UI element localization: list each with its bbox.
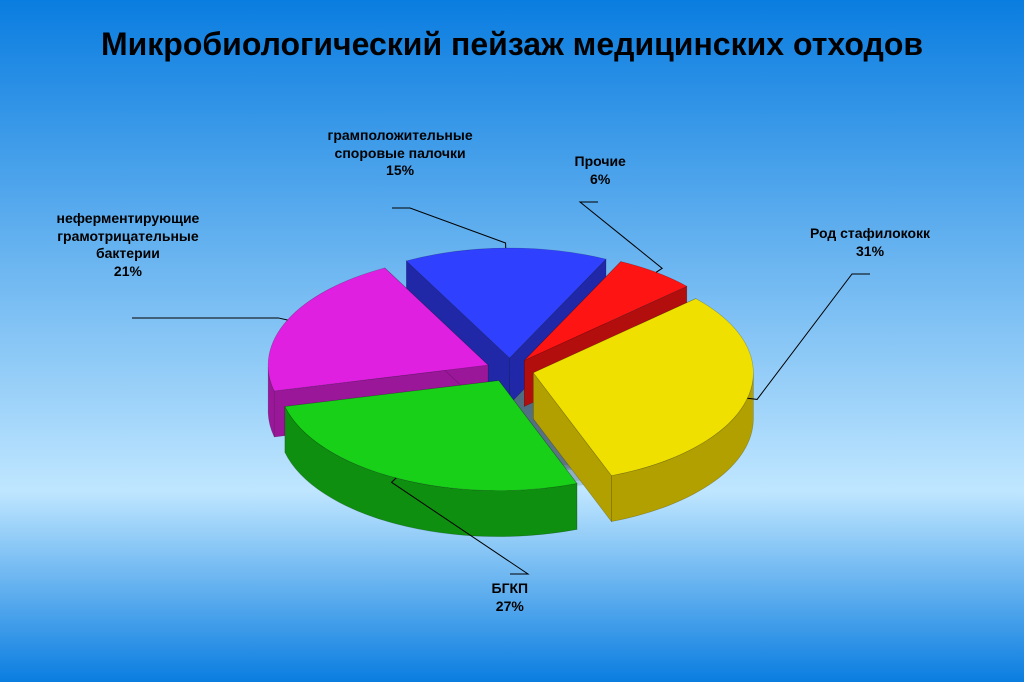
slice-label: Род стафилококк 31%: [810, 225, 930, 260]
chart-stage: Микробиологический пейзаж медицинских от…: [0, 0, 1024, 682]
slice-label: Прочие 6%: [575, 153, 626, 188]
slice-label: БГКП 27%: [492, 580, 529, 615]
chart-title: Микробиологический пейзаж медицинских от…: [0, 24, 1024, 64]
slice-label: неферментирующие грамотрицательные бакте…: [57, 210, 200, 280]
slice-label: грамположительные споровые палочки 15%: [328, 127, 473, 180]
